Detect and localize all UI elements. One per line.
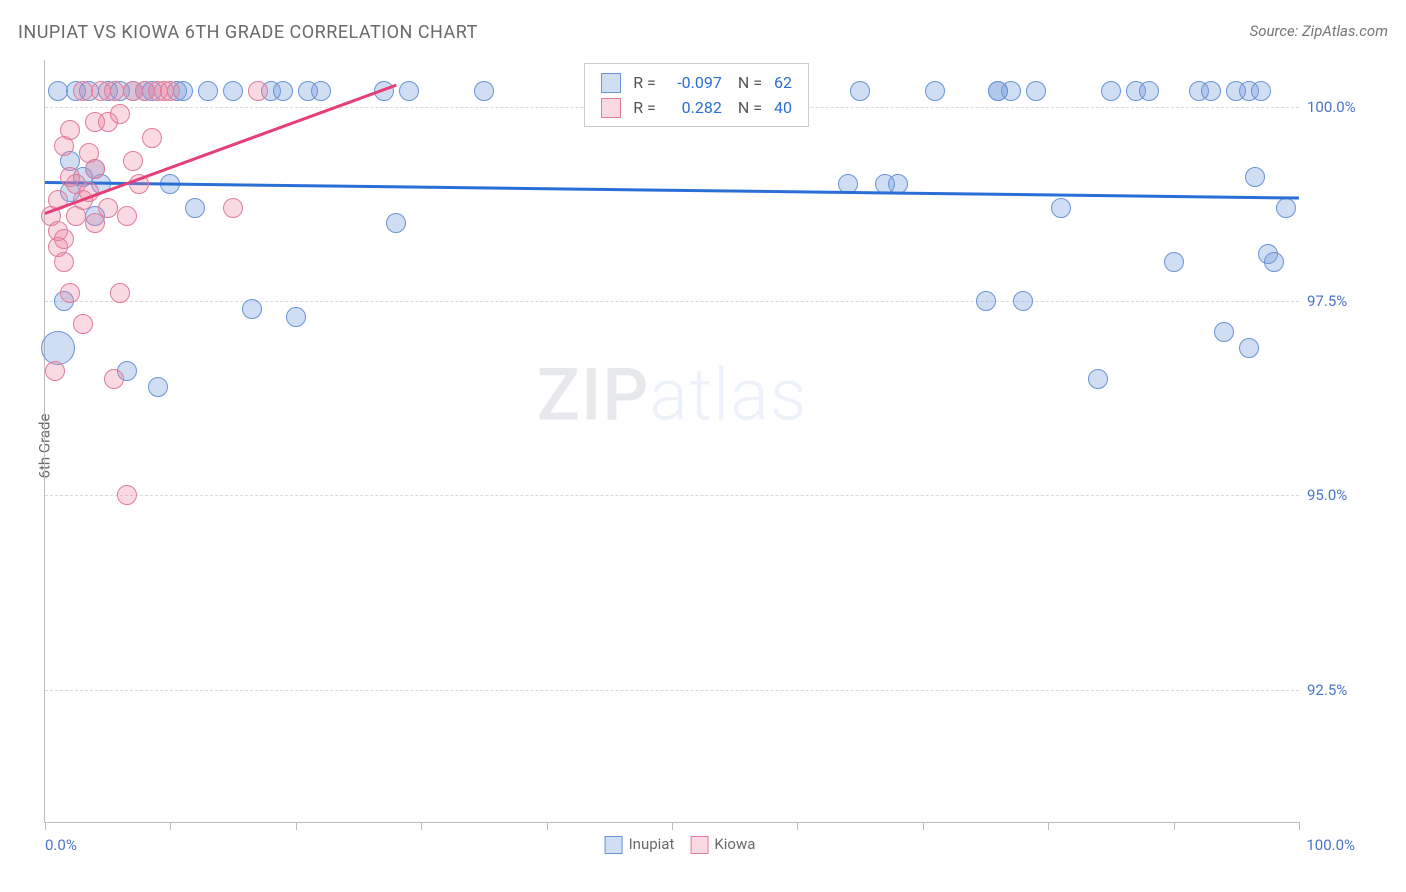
data-point (117, 206, 137, 226)
correlation-legend: R =-0.097N =62R =0.282N =40 (584, 63, 809, 127)
data-point (1201, 81, 1221, 101)
data-point (286, 307, 306, 327)
data-point (242, 299, 262, 319)
data-point (1245, 167, 1265, 187)
data-point (311, 81, 331, 101)
data-point (1251, 81, 1271, 101)
source-attribution: Source: ZipAtlas.com (1250, 22, 1388, 40)
data-point (48, 81, 68, 101)
bottom-legend: Inupiat Kiowa (589, 835, 756, 854)
chart-title: INUPIAT VS KIOWA 6TH GRADE CORRELATION C… (18, 22, 478, 43)
x-tick (547, 822, 548, 830)
data-point (60, 120, 80, 140)
data-point (223, 198, 243, 218)
y-tick-label: 97.5% (1307, 292, 1387, 310)
data-point (1088, 369, 1108, 389)
data-point (248, 81, 268, 101)
legend-label: Inupiat (629, 835, 675, 853)
watermark-part2: atlas (649, 353, 807, 438)
x-min-label: 0.0% (45, 836, 77, 854)
x-tick (923, 822, 924, 830)
data-point (925, 81, 945, 101)
data-point (104, 369, 124, 389)
legend-swatch (601, 98, 621, 118)
data-point (73, 314, 93, 334)
data-point (85, 159, 105, 179)
data-point (185, 198, 205, 218)
x-tick (421, 822, 422, 830)
data-point (45, 361, 65, 381)
legend-label: Kiowa (714, 835, 755, 853)
y-tick-label: 92.5% (1307, 681, 1387, 699)
data-point (1164, 252, 1184, 272)
gridline (45, 690, 1299, 691)
legend-swatch (601, 73, 621, 93)
x-tick (45, 822, 46, 830)
data-point (1214, 322, 1234, 342)
data-point (110, 104, 130, 124)
data-point (474, 81, 494, 101)
x-max-label: 100.0% (1306, 836, 1355, 854)
data-point (123, 151, 143, 171)
data-point (1026, 81, 1046, 101)
x-tick (797, 822, 798, 830)
watermark-part1: ZIP (537, 353, 650, 438)
y-tick-label: 95.0% (1307, 486, 1387, 504)
data-point (399, 81, 419, 101)
data-point (60, 283, 80, 303)
data-point (98, 198, 118, 218)
watermark: ZIPatlas (537, 353, 808, 438)
data-point (1239, 338, 1259, 358)
x-tick (1048, 822, 1049, 830)
data-point (988, 81, 1008, 101)
data-point (1013, 291, 1033, 311)
data-point (73, 81, 93, 101)
data-point (1051, 198, 1071, 218)
trend-line (45, 181, 1299, 200)
data-point (223, 81, 243, 101)
x-tick (170, 822, 171, 830)
gridline (45, 495, 1299, 496)
x-tick (672, 822, 673, 830)
data-point (198, 81, 218, 101)
legend-swatch (605, 836, 623, 854)
data-point (1276, 198, 1296, 218)
y-tick-label: 100.0% (1307, 98, 1387, 116)
data-point (850, 81, 870, 101)
x-tick (1299, 822, 1300, 830)
data-point (1101, 81, 1121, 101)
data-point (160, 81, 180, 101)
x-tick (1174, 822, 1175, 830)
data-point (41, 331, 75, 365)
data-point (1264, 252, 1284, 272)
data-point (104, 81, 124, 101)
data-point (148, 377, 168, 397)
gridline (45, 301, 1299, 302)
data-point (976, 291, 996, 311)
data-point (110, 283, 130, 303)
data-point (54, 252, 74, 272)
data-point (386, 213, 406, 233)
plot-area: ZIPatlas 92.5%95.0%97.5%100.0%0.0%100.0%… (44, 60, 1299, 823)
data-point (142, 128, 162, 148)
x-tick (296, 822, 297, 830)
data-point (273, 81, 293, 101)
legend-swatch (690, 836, 708, 854)
data-point (117, 485, 137, 505)
data-point (85, 112, 105, 132)
data-point (1139, 81, 1159, 101)
